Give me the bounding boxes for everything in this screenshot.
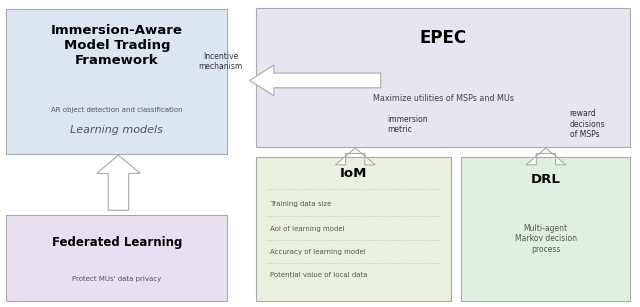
Text: Accuracy of learning model: Accuracy of learning model: [269, 249, 365, 255]
Polygon shape: [526, 148, 566, 165]
Text: EPEC: EPEC: [420, 29, 467, 47]
Text: IoM: IoM: [340, 167, 367, 181]
Text: AoI of learning model: AoI of learning model: [269, 226, 344, 232]
Text: AR object detection and classification: AR object detection and classification: [51, 107, 182, 113]
FancyBboxPatch shape: [461, 157, 630, 301]
Text: immersion
metric: immersion metric: [387, 115, 428, 134]
Text: Federated Learning: Federated Learning: [52, 236, 182, 249]
Text: Multi-agent
Markov decision
process: Multi-agent Markov decision process: [515, 224, 577, 254]
Text: DRL: DRL: [531, 173, 561, 186]
FancyBboxPatch shape: [6, 215, 227, 301]
Text: Training data size: Training data size: [269, 201, 331, 207]
Text: Immersion-Aware
Model Trading
Framework: Immersion-Aware Model Trading Framework: [51, 24, 183, 67]
Text: Protect MUs' data privacy: Protect MUs' data privacy: [72, 276, 161, 282]
Polygon shape: [250, 65, 381, 96]
FancyBboxPatch shape: [256, 8, 630, 147]
Text: Potential value of local data: Potential value of local data: [269, 272, 367, 278]
FancyBboxPatch shape: [256, 157, 451, 301]
Text: Incentive
mechanism: Incentive mechanism: [198, 52, 243, 71]
Text: Learning models: Learning models: [70, 126, 163, 135]
Text: Maximize utilities of MSPs and MUs: Maximize utilities of MSPs and MUs: [372, 94, 514, 103]
Polygon shape: [335, 148, 375, 165]
FancyBboxPatch shape: [6, 9, 227, 154]
Polygon shape: [97, 155, 140, 210]
Text: reward
decisions
of MSPs: reward decisions of MSPs: [570, 109, 605, 139]
